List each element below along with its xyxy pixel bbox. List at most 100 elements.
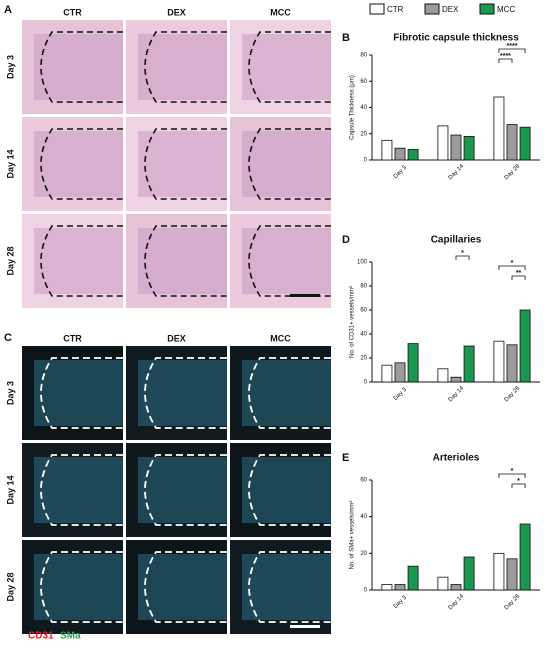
stain-label: CD31: [28, 631, 54, 642]
tissue-region: [242, 34, 331, 100]
row-header: Day 14: [5, 149, 15, 178]
significance-bracket: [511, 483, 526, 488]
row-header: Day 3: [5, 381, 15, 405]
significance-label: *: [517, 478, 520, 485]
significance-label: *: [511, 468, 514, 475]
y-tick-label: 60: [360, 308, 367, 314]
tissue-region: [34, 360, 123, 426]
bar: [506, 124, 518, 161]
y-tick-label: 40: [360, 514, 367, 520]
row-header: Day 28: [5, 572, 15, 601]
legend-swatch: [424, 3, 440, 15]
x-tick-label: Day 3: [393, 594, 409, 610]
scale-bar: [290, 294, 320, 297]
tissue-region: [138, 457, 227, 523]
bar: [407, 149, 419, 161]
y-tick-label: 80: [360, 284, 367, 290]
capsule-outline: [144, 454, 227, 526]
bar: [519, 126, 531, 161]
bar: [381, 584, 393, 591]
legend-swatch: [479, 3, 495, 15]
tissue-region: [34, 34, 123, 100]
tissue-region: [242, 457, 331, 523]
y-axis-label: No. of CD31+ vessels/mm²: [350, 286, 356, 358]
legend-label: CTR: [387, 5, 404, 14]
bar: [450, 376, 462, 383]
legend-swatch: [369, 3, 385, 15]
capsule-outline: [144, 128, 227, 200]
row-header: Day 14: [5, 475, 15, 504]
bar: [394, 584, 406, 591]
bar: [463, 135, 475, 161]
tissue-region: [138, 228, 227, 294]
tissue-region: [242, 360, 331, 426]
capsule-outline: [144, 225, 227, 297]
legend-label: DEX: [442, 5, 459, 14]
row-header: Day 3: [5, 55, 15, 79]
bar: [437, 368, 449, 383]
tissue-region: [242, 554, 331, 620]
bar: [394, 147, 406, 161]
y-tick-label: 40: [360, 332, 367, 338]
y-tick-label: 40: [360, 105, 367, 111]
significance-bracket: [498, 265, 526, 270]
tissue-region: [138, 360, 227, 426]
panel-label: A: [4, 4, 12, 16]
significance-bracket: [498, 48, 526, 53]
bar: [450, 134, 462, 161]
tissue-region: [34, 457, 123, 523]
tissue-region: [138, 131, 227, 197]
bar: [506, 558, 518, 591]
tissue-region: [138, 554, 227, 620]
x-tick-label: Day 14: [448, 163, 466, 181]
capsule-outline: [40, 31, 123, 103]
bar: [407, 565, 419, 591]
legend-label: MCC: [497, 5, 515, 14]
capsule-outline: [248, 225, 331, 297]
panel-label: D: [342, 234, 350, 246]
capsule-outline: [144, 357, 227, 429]
y-axis-label: No. of SMa+ vessels/mm²: [350, 501, 356, 570]
tissue-region: [34, 228, 123, 294]
column-header: MCC: [270, 7, 291, 17]
y-axis-label: Capsule Thickness (μm): [350, 75, 356, 140]
y-tick-label: 20: [360, 551, 367, 557]
capsule-outline: [144, 31, 227, 103]
capsule-outline: [40, 454, 123, 526]
capsule-outline: [248, 454, 331, 526]
capsule-outline: [40, 551, 123, 623]
bar: [437, 125, 449, 161]
scale-bar: [290, 625, 320, 628]
chart-title: Fibrotic capsule thickness: [393, 33, 519, 44]
bar: [381, 139, 393, 161]
row-header: Day 28: [5, 246, 15, 275]
stain-label: SMa: [60, 631, 81, 642]
tissue-region: [138, 34, 227, 100]
bar: [394, 362, 406, 383]
tissue-region: [34, 131, 123, 197]
x-tick-label: Day 14: [448, 385, 466, 403]
y-tick-label: 20: [360, 131, 367, 137]
column-header: DEX: [167, 7, 186, 17]
capsule-outline: [144, 551, 227, 623]
significance-bracket: [511, 275, 526, 280]
y-tick-label: 0: [364, 380, 368, 386]
x-tick-label: Day 3: [393, 386, 409, 402]
chart-title: Arterioles: [433, 453, 480, 464]
significance-label: *: [461, 250, 464, 257]
bar: [407, 343, 419, 383]
capsule-outline: [248, 357, 331, 429]
bar: [519, 523, 531, 591]
bar: [519, 309, 531, 383]
significance-label: ****: [500, 53, 511, 60]
capsule-outline: [40, 357, 123, 429]
y-tick-label: 80: [360, 53, 367, 59]
bar: [437, 576, 449, 591]
tissue-region: [34, 554, 123, 620]
capsule-outline: [248, 128, 331, 200]
chart-title: Capillaries: [431, 235, 482, 246]
panel-label: C: [4, 332, 12, 344]
x-tick-label: Day 3: [393, 164, 409, 180]
significance-bracket: [455, 255, 470, 260]
